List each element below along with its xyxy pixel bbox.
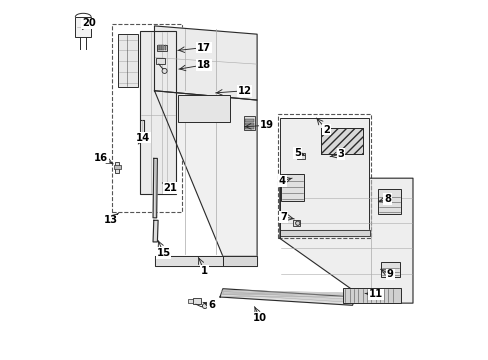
Text: 16: 16: [94, 153, 108, 163]
Bar: [112, 24, 181, 212]
Bar: [75, 17, 91, 37]
Bar: [296, 153, 304, 159]
Polygon shape: [153, 220, 158, 242]
Bar: [160, 45, 162, 50]
Polygon shape: [279, 178, 412, 303]
Polygon shape: [153, 158, 157, 218]
Bar: [114, 165, 121, 169]
Text: 20: 20: [82, 18, 96, 28]
Bar: [164, 45, 166, 50]
Text: 13: 13: [103, 215, 117, 225]
Text: 12: 12: [237, 86, 251, 96]
Polygon shape: [279, 230, 369, 236]
Bar: [187, 299, 193, 303]
Text: 9: 9: [386, 269, 393, 279]
Text: 3: 3: [337, 149, 344, 159]
Text: 2: 2: [323, 125, 329, 135]
Polygon shape: [223, 292, 352, 302]
Bar: [380, 262, 400, 277]
Bar: [156, 58, 165, 64]
Bar: [178, 95, 230, 122]
Bar: [320, 128, 363, 154]
Text: 5: 5: [294, 148, 301, 158]
Bar: [279, 118, 368, 236]
Bar: [118, 34, 137, 87]
Text: 11: 11: [368, 289, 382, 300]
Polygon shape: [223, 256, 257, 266]
Text: 18: 18: [197, 60, 211, 70]
Text: 17: 17: [197, 42, 211, 53]
Bar: [277, 114, 370, 238]
Bar: [244, 116, 254, 130]
Bar: [140, 31, 176, 194]
Bar: [320, 128, 363, 154]
Text: 1: 1: [200, 266, 207, 276]
Text: 14: 14: [136, 132, 150, 143]
Text: 7: 7: [279, 212, 286, 222]
Text: 8: 8: [384, 194, 390, 204]
Polygon shape: [154, 256, 223, 266]
Text: 15: 15: [156, 248, 170, 258]
Bar: [158, 45, 159, 50]
Circle shape: [202, 303, 207, 309]
Text: 21: 21: [163, 183, 177, 193]
Bar: [377, 189, 400, 214]
Text: 19: 19: [259, 120, 273, 130]
Circle shape: [162, 68, 167, 73]
Text: 4: 4: [278, 176, 285, 186]
Bar: [343, 288, 400, 303]
Bar: [115, 162, 119, 173]
Polygon shape: [154, 91, 257, 256]
Bar: [292, 220, 300, 226]
Bar: [244, 126, 253, 129]
Bar: [162, 45, 163, 50]
Circle shape: [295, 221, 299, 225]
Bar: [193, 298, 200, 304]
Text: 10: 10: [252, 312, 266, 323]
Bar: [280, 174, 303, 201]
Polygon shape: [154, 26, 257, 100]
Bar: [244, 119, 253, 122]
Bar: [244, 123, 253, 125]
Bar: [157, 45, 167, 51]
Polygon shape: [220, 289, 355, 305]
Text: 6: 6: [207, 300, 214, 310]
